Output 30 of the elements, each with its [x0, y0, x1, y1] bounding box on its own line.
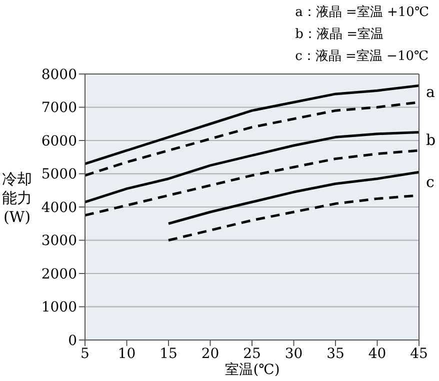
y-tick-label: 7000	[41, 100, 77, 116]
y-tick-label: 4000	[41, 200, 77, 216]
text: c	[426, 172, 434, 192]
y-tick-label: 3000	[41, 233, 77, 250]
y-axis-title: 冷却能力 (W)	[1, 170, 33, 227]
x-tick-label: 30	[284, 346, 303, 362]
x-tick-label: 20	[201, 346, 220, 362]
x-tick-label: 25	[243, 346, 261, 362]
text: a：液晶 =室温 +10℃	[295, 4, 429, 22]
x-tick-label: 10	[118, 346, 136, 362]
x-tick-label: 5	[80, 346, 90, 362]
x-tick-label: 40	[368, 346, 386, 362]
y-tick-label: 1000	[41, 300, 77, 316]
x-tick-label: 35	[326, 346, 344, 362]
y-tick-label: 0	[68, 332, 77, 349]
x-tick-label: 45	[410, 346, 428, 362]
text: c：液晶 =室温 −10℃	[295, 48, 429, 66]
text: a	[426, 82, 435, 102]
y-tick-label: 2000	[41, 266, 77, 282]
line-series	[85, 149, 419, 217]
x-axis-title: 室温(℃)	[224, 362, 281, 379]
line-series	[167, 170, 419, 225]
line-series	[85, 130, 419, 204]
text: b：液晶 =室温	[295, 26, 384, 44]
text: b	[426, 130, 436, 150]
y-tick-label: 5000	[41, 166, 77, 183]
y-tick-label: 6000	[41, 133, 77, 150]
y-tick-label: 8000	[41, 66, 77, 83]
line-series	[85, 84, 419, 166]
x-tick-label: 15	[160, 346, 178, 362]
